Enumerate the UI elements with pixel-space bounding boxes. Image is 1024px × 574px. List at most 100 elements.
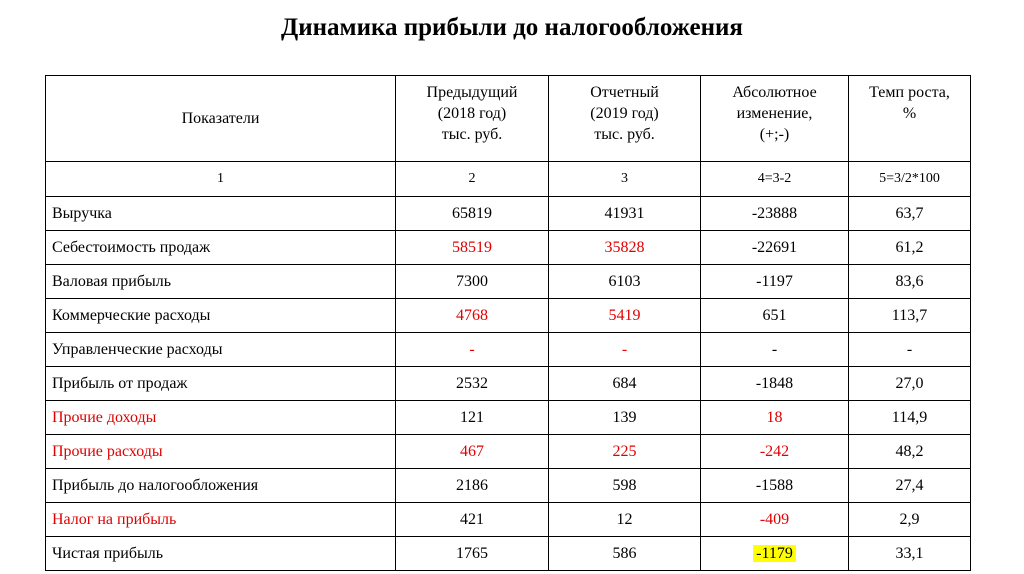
cell-text: 18 [766, 408, 783, 426]
row-label: Прочие доходы [45, 400, 396, 435]
value-cell: -409 [700, 502, 849, 537]
value-cell: 651 [700, 298, 849, 333]
row-label: Валовая прибыль [45, 264, 396, 299]
value-cell: 83,6 [848, 264, 971, 299]
data-row: Валовая прибыль 7300 6103 -1197 83,6 [45, 264, 971, 299]
value-cell: 467 [395, 434, 549, 469]
cell-text: 6103 [608, 272, 641, 290]
value-cell: -1848 [700, 366, 849, 401]
cell-text: Выручка [52, 204, 112, 222]
cell-text: 2532 [456, 374, 488, 392]
value-cell: - [700, 332, 849, 367]
cell-text: 684 [612, 374, 637, 392]
value-cell: 2186 [395, 468, 549, 503]
cell-text: 7300 [456, 272, 488, 290]
value-cell: 7300 [395, 264, 549, 299]
row-label: Выручка [45, 196, 396, 231]
value-cell: 41931 [548, 196, 701, 231]
cell-text: Валовая прибыль [52, 272, 171, 290]
header-line: Показатели [181, 110, 260, 127]
cell-text: 421 [460, 510, 484, 528]
header-line: Отчетный [590, 84, 659, 101]
cell-text: 2,9 [899, 510, 920, 528]
header-line: изменение, [736, 105, 813, 122]
cell-text: Налог на прибыль [52, 510, 177, 528]
value-cell: 586 [548, 536, 701, 571]
header-line: Абсолютное [732, 84, 817, 101]
value-cell: 27,0 [848, 366, 971, 401]
header-line: (+;-) [759, 126, 790, 143]
cell-text: 65819 [452, 204, 492, 222]
value-cell: - [395, 332, 549, 367]
profit-table: Показатели Предыдущий (2018 год) тыс. руб. О… [45, 75, 971, 571]
cell-text: 586 [612, 544, 637, 562]
cell-text: -1848 [755, 374, 794, 392]
cell-text: Прибыль от продаж [52, 374, 188, 392]
value-cell: -1197 [700, 264, 849, 299]
numbering-cell: 5=3/2*100 [848, 161, 971, 197]
row-label: Прибыль до налогообложения [45, 468, 396, 503]
data-row: Прибыль до налогообложения 2186 598 -1588 27… [45, 468, 971, 503]
row-label: Прочие расходы [45, 434, 396, 469]
value-cell: 12 [548, 502, 701, 537]
value-cell: 48,2 [848, 434, 971, 469]
cell-text: -1197 [756, 272, 793, 290]
data-row: Управленческие расходы - - - - [45, 332, 971, 367]
cell-text: 63,7 [895, 204, 924, 222]
cell-text: 27,0 [895, 374, 924, 392]
cell-text: Себестоимость продаж [52, 238, 211, 256]
header-row: Показатели Предыдущий (2018 год) тыс. руб. О… [45, 75, 971, 162]
cell-text: 33,1 [895, 544, 924, 562]
cell-text: 2186 [456, 476, 488, 494]
data-row: Прочие расходы 467 225 -242 48,2 [45, 434, 971, 469]
header-line: (2019 год) [590, 105, 659, 122]
value-cell: 4768 [395, 298, 549, 333]
data-row: Прибыль от продаж 2532 684 -1848 27,0 [45, 366, 971, 401]
cell-text: 5419 [608, 306, 641, 324]
row-label: Себестоимость продаж [45, 230, 396, 265]
data-row: Себестоимость продаж 58519 35828 -22691 61,2 [45, 230, 971, 265]
cell-text: 12 [616, 510, 633, 528]
value-cell: -23888 [700, 196, 849, 231]
cell-text: -242 [759, 442, 790, 460]
cell-text: -23888 [751, 204, 798, 222]
cell-text: 48,2 [895, 442, 924, 460]
data-row: Налог на прибыль 421 12 -409 2,9 [45, 502, 971, 537]
cell-text: 41931 [604, 204, 645, 222]
value-cell: - [848, 332, 971, 367]
cell-text: 83,6 [895, 272, 924, 290]
row-label: Управленческие расходы [45, 332, 396, 367]
cell-text: 467 [460, 442, 484, 460]
cell-text: 139 [612, 408, 637, 426]
cell-text: 114,9 [891, 408, 928, 426]
row-label: Чистая прибыль [45, 536, 396, 571]
value-cell: 121 [395, 400, 549, 435]
header-line: тыс. руб. [594, 126, 655, 143]
value-cell: 598 [548, 468, 701, 503]
value-cell: 421 [395, 502, 549, 537]
cell-text: -409 [759, 510, 790, 528]
value-cell: -242 [700, 434, 849, 469]
value-cell: 33,1 [848, 536, 971, 571]
cell-text: Прибыль до налогообложения [52, 476, 259, 494]
header-cell: Темп роста,% [848, 75, 971, 162]
data-row: Выручка 65819 41931 -23888 63,7 [45, 196, 971, 231]
value-cell: 2,9 [848, 502, 971, 537]
header-cell: Показатели [45, 75, 396, 162]
value-cell: -1179 [700, 536, 849, 571]
row-label: Коммерческие расходы [45, 298, 396, 333]
cell-text: -1588 [755, 476, 794, 494]
cell-text: 61,2 [895, 238, 924, 256]
value-cell: 139 [548, 400, 701, 435]
value-cell: 114,9 [848, 400, 971, 435]
cell-text: Коммерческие расходы [52, 306, 211, 324]
cell-text: Прочие расходы [52, 442, 163, 460]
cell-text: - [906, 340, 913, 358]
cell-text: - [469, 340, 475, 358]
header-cell: Абсолютное изменение, (+;-) [700, 75, 849, 162]
numbering-row: 1 2 3 4=3-2 5=3/2*100 [45, 161, 971, 197]
value-cell: 63,7 [848, 196, 971, 231]
header-line: Темп роста, [869, 84, 950, 101]
title: Динамика прибыли до налогообложения [281, 14, 743, 41]
